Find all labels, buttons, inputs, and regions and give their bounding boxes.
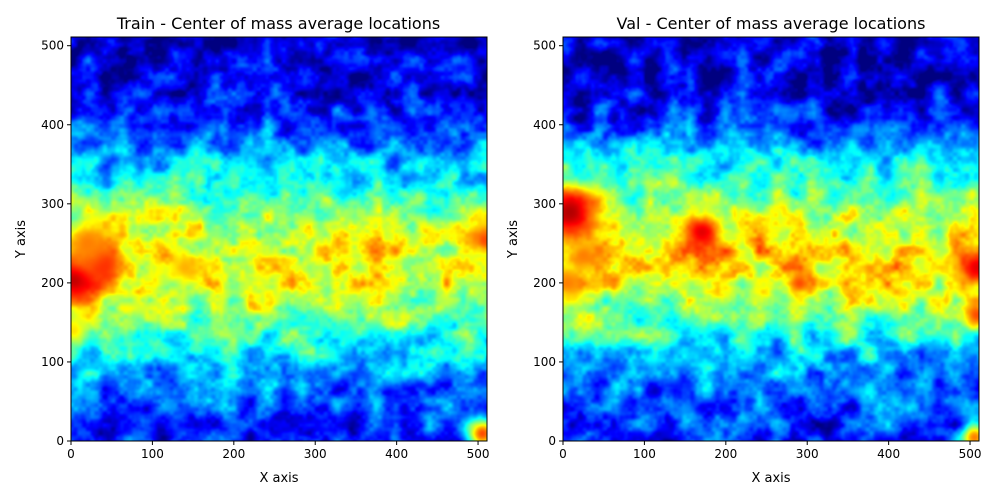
train-x-axis-label: X axis bbox=[259, 471, 298, 486]
train-y-tick-label: 400 bbox=[41, 118, 64, 132]
val-y-tick-label: 100 bbox=[533, 355, 556, 369]
train-y-tick-label: 200 bbox=[41, 276, 64, 290]
val-y-tick-label: 500 bbox=[533, 39, 556, 53]
val-x-axis-label: X axis bbox=[751, 471, 790, 486]
val-x-tick-label: 0 bbox=[559, 447, 567, 461]
val-y-tick-label: 0 bbox=[548, 434, 556, 448]
val-ticks: 0 100 200 300 400 500 0 100 200 300 400 500 bbox=[533, 39, 981, 461]
train-axes-frame bbox=[70, 36, 488, 442]
train-x-tick-label: 0 bbox=[67, 447, 75, 461]
val-y-axis-label: Y axis bbox=[506, 220, 521, 259]
val-y-tick-label: 300 bbox=[533, 197, 556, 211]
val-axes-frame bbox=[562, 36, 980, 442]
train-y-tick-label: 100 bbox=[41, 355, 64, 369]
train-chart-title: Train - Center of mass average locations bbox=[116, 14, 440, 33]
val-x-tick-label: 200 bbox=[714, 447, 737, 461]
train-x-tick-label: 300 bbox=[304, 447, 327, 461]
val-chart-title: Val - Center of mass average locations bbox=[617, 14, 926, 33]
train-x-tick-label: 200 bbox=[222, 447, 245, 461]
train-heatmap bbox=[71, 37, 487, 441]
train-y-tick-label: 500 bbox=[41, 39, 64, 53]
train-y-axis-label: Y axis bbox=[14, 220, 29, 259]
train-x-tick-label: 100 bbox=[141, 447, 164, 461]
val-y-tick-label: 400 bbox=[533, 118, 556, 132]
val-x-tick-label: 400 bbox=[877, 447, 900, 461]
train-y-tick-label: 0 bbox=[56, 434, 64, 448]
train-x-tick-label: 400 bbox=[385, 447, 408, 461]
val-heatmap-container bbox=[563, 37, 979, 441]
val-y-tick-label: 200 bbox=[533, 276, 556, 290]
train-ticks: 0 100 200 300 400 500 0 100 200 300 400 500 bbox=[41, 39, 489, 461]
train-heatmap-container bbox=[71, 37, 487, 441]
train-y-tick-label: 300 bbox=[41, 197, 64, 211]
train-x-tick-label: 500 bbox=[467, 447, 490, 461]
val-x-tick-label: 500 bbox=[959, 447, 982, 461]
val-x-tick-label: 300 bbox=[796, 447, 819, 461]
val-heatmap bbox=[563, 37, 979, 441]
train-panel: Train - Center of mass average locations… bbox=[14, 14, 489, 486]
val-panel: Val - Center of mass average locations 0… bbox=[506, 14, 981, 486]
val-x-tick-label: 100 bbox=[633, 447, 656, 461]
